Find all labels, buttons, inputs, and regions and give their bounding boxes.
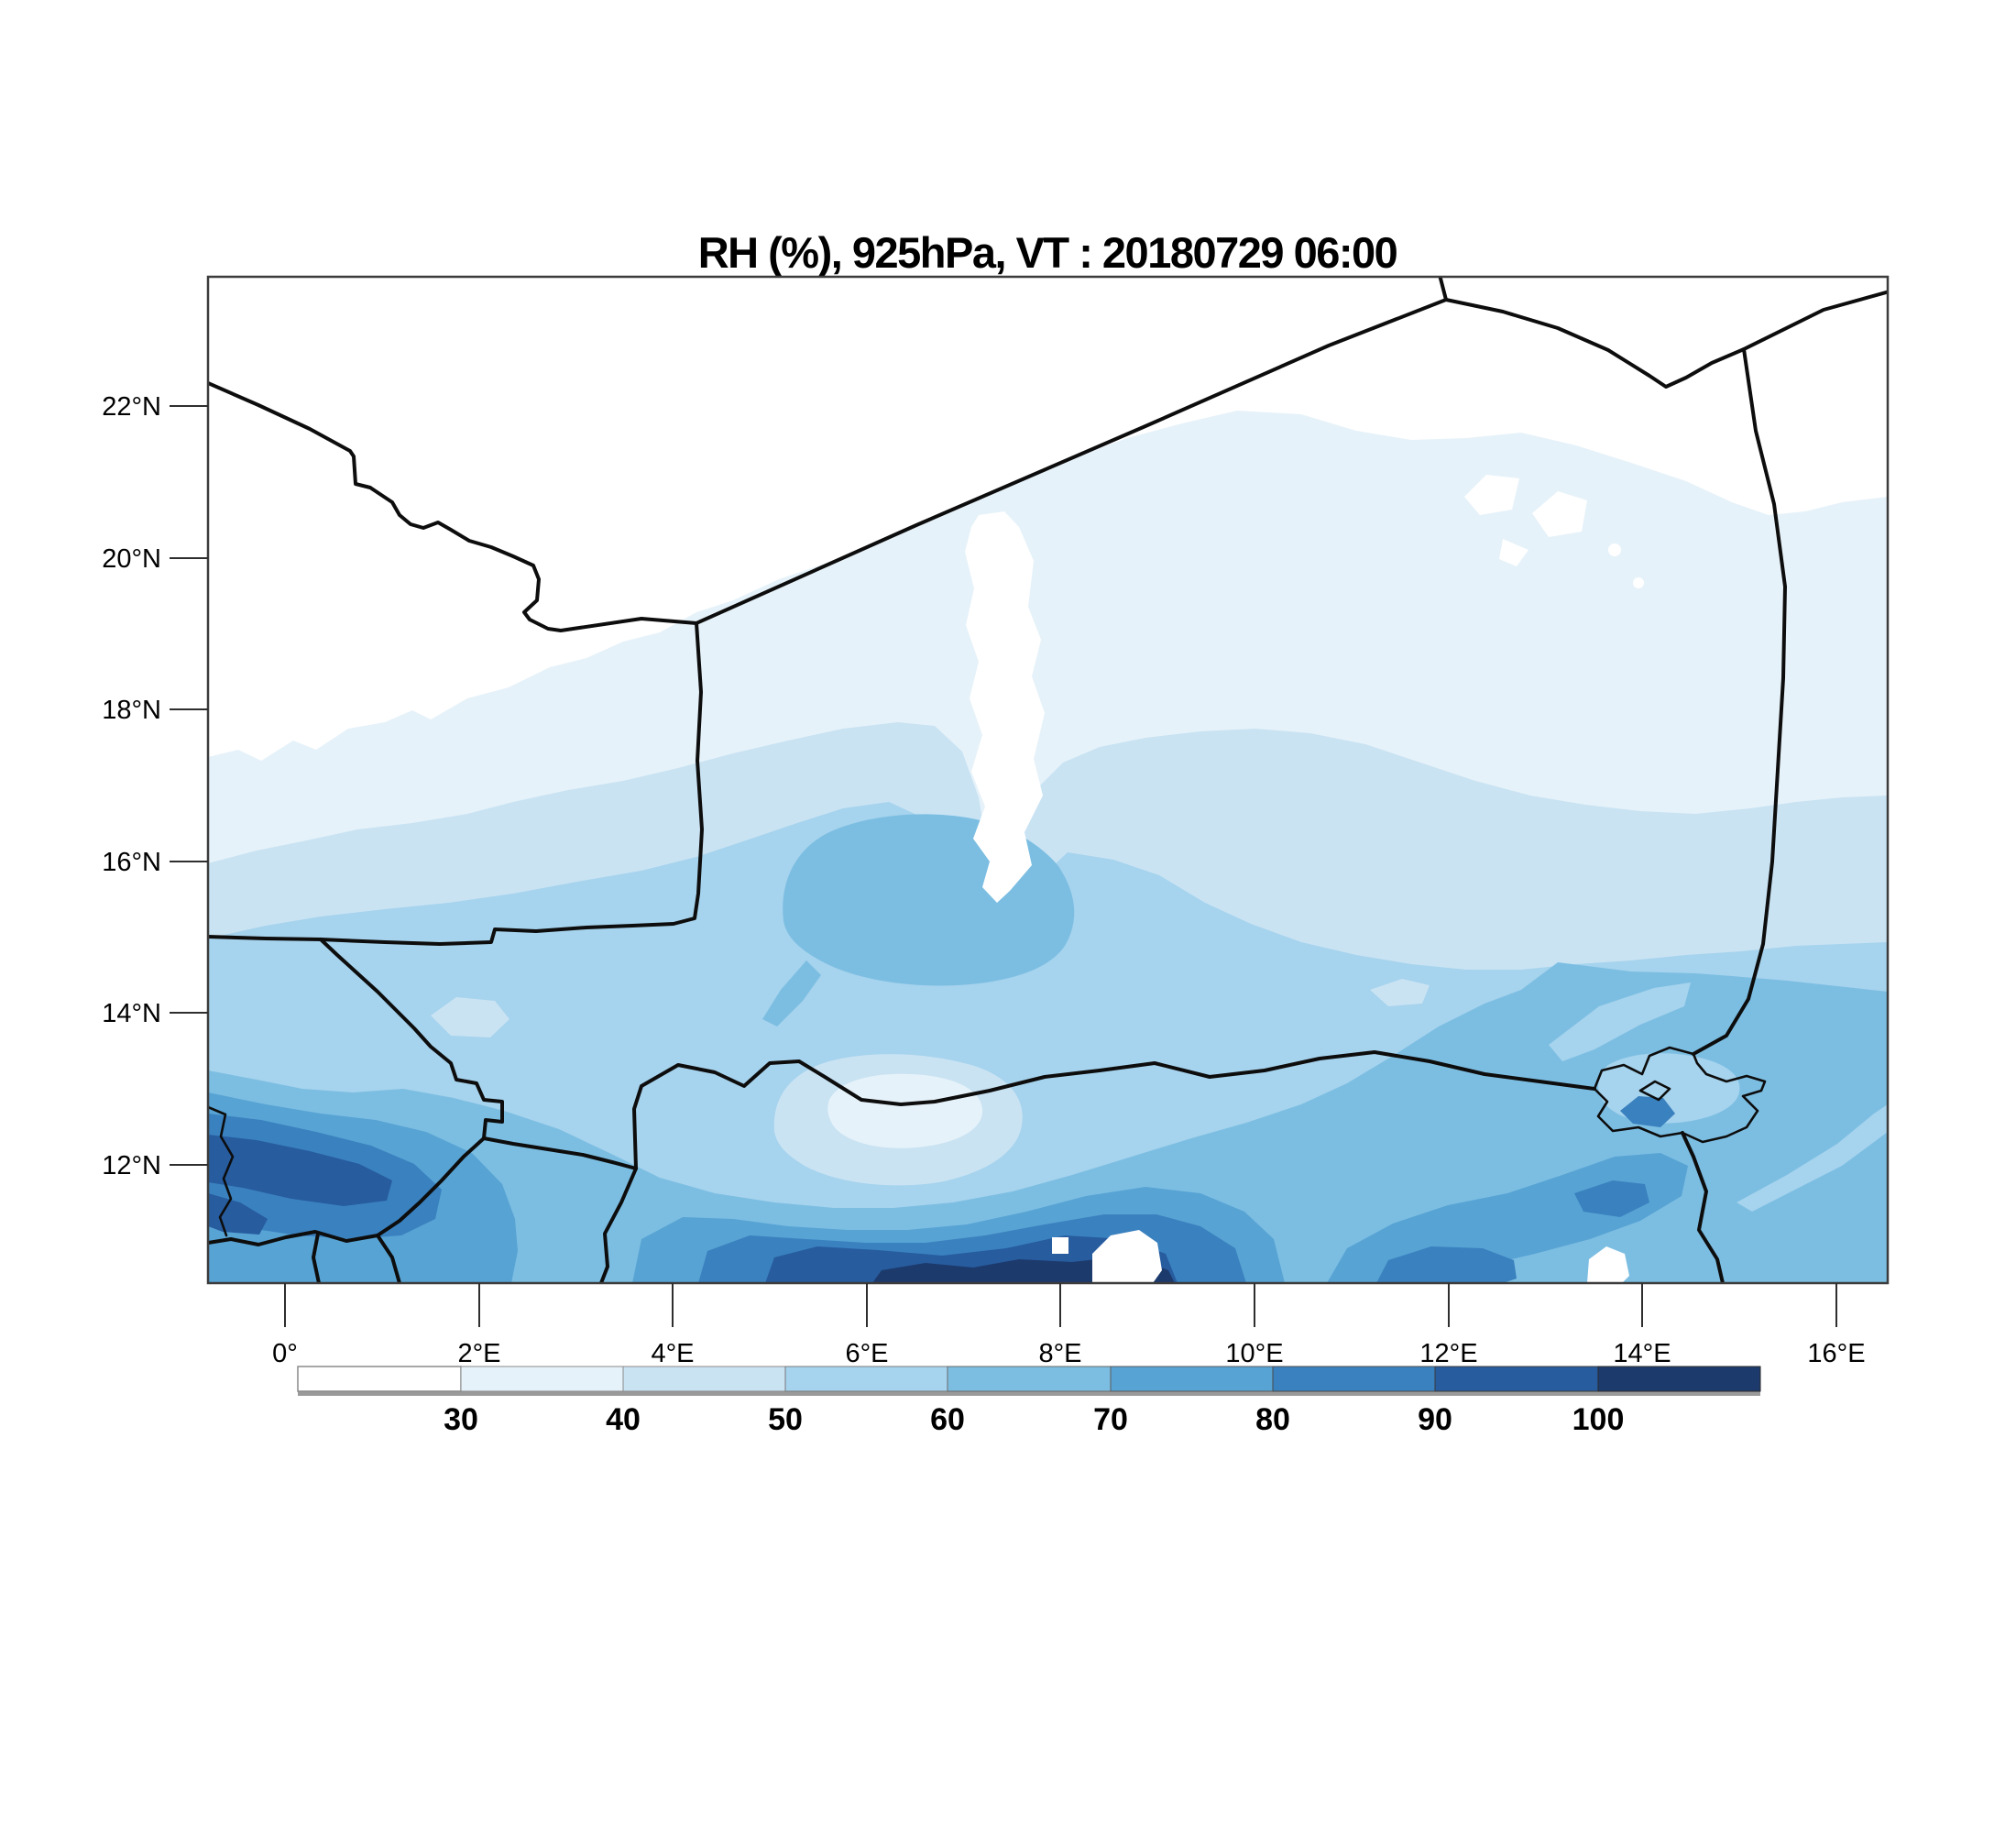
- x-label-2e: 2°E: [457, 1339, 500, 1368]
- border-ghana-togo: [312, 1232, 321, 1283]
- white-island-ne3: [1499, 539, 1528, 566]
- colorbar-seg-70-80: [1110, 1366, 1274, 1392]
- y-label-20n: 20°N: [102, 544, 161, 574]
- colorbar-label-60: 60: [930, 1402, 965, 1437]
- colorbar-seg-30-40: [460, 1366, 624, 1392]
- colorbar-label-30: 30: [444, 1402, 478, 1437]
- border-algeria-mali: [208, 381, 698, 632]
- colorbar-seg-90-100: [1434, 1366, 1599, 1392]
- colorbar-seg-60-70: [947, 1366, 1112, 1392]
- contour-region-ge80-lake: [1620, 1096, 1675, 1127]
- border-west-edge-detail: [208, 1105, 235, 1237]
- white-island-ne1: [1464, 475, 1519, 515]
- x-label-6e: 6°E: [845, 1339, 888, 1368]
- border-burkina-benin: [376, 1136, 486, 1237]
- colorbar-label-80: 80: [1255, 1402, 1290, 1437]
- border-libya-chad: [1742, 290, 1888, 351]
- border-burkina-ghana-togo: [208, 1230, 379, 1246]
- border-algeria-niger: [695, 298, 1448, 625]
- colorbar-label-90: 90: [1418, 1402, 1452, 1437]
- white-island-dot1: [1608, 543, 1621, 556]
- border-togo-benin: [376, 1234, 401, 1283]
- contour-region-central-max-tail: [762, 960, 821, 1026]
- colorbar-label-50: 50: [768, 1402, 803, 1437]
- x-label-0: 0°: [272, 1339, 298, 1368]
- border-niger-chad: [1692, 347, 1787, 1056]
- colorbar-seg-gt100: [1597, 1366, 1761, 1392]
- nodata-cutout-small: [1052, 1237, 1068, 1254]
- colorbar: 30 40 50 60 70 80 90 100: [297, 1366, 1761, 1437]
- colorbar-label-100: 100: [1572, 1402, 1625, 1437]
- x-label-8e: 8°E: [1038, 1339, 1081, 1368]
- contour-region-ge90-west1: [208, 1135, 392, 1206]
- y-label-18n: 18°N: [102, 696, 161, 725]
- x-label-10e: 10°E: [1225, 1339, 1283, 1368]
- map-frame: [206, 275, 1890, 1285]
- contour-patch-west-light: [431, 997, 509, 1037]
- contour-hole-30-core: [827, 1073, 983, 1148]
- contour-patch-east-light: [1370, 979, 1430, 1006]
- y-label-14n: 14°N: [102, 999, 161, 1028]
- colorbar-label-40: 40: [606, 1402, 641, 1437]
- white-island-ne2: [1532, 491, 1587, 537]
- colorbar-seg-lt30: [297, 1366, 462, 1392]
- nodata-cutout-south: [1092, 1230, 1162, 1283]
- border-lake-chad-inner: [1638, 1080, 1671, 1102]
- border-algeria-libya: [1438, 277, 1448, 302]
- y-label-16n: 16°N: [102, 848, 161, 877]
- contour-patch-se-streak: [1737, 1104, 1888, 1212]
- nodata-cutout-se: [1587, 1246, 1629, 1283]
- colorbar-label-70: 70: [1093, 1402, 1128, 1437]
- colorbar-shadow: [298, 1390, 1760, 1396]
- y-axis: 22°N 20°N 18°N 16°N 14°N 12°N: [102, 392, 208, 1180]
- contour-region-ge80-se: [1376, 1246, 1517, 1283]
- contour-patch-nw-of-lake: [1549, 982, 1691, 1061]
- x-axis: 0° 2°E 4°E 6°E 8°E 10°E 12°E 14°E 16°E: [272, 1283, 1866, 1368]
- border-niger-nigeria: [632, 1050, 1596, 1170]
- white-tongue-north: [965, 511, 1045, 903]
- border-benin-nigeria: [599, 1167, 638, 1283]
- x-label-4e: 4°E: [651, 1339, 694, 1368]
- colorbar-seg-80-90: [1272, 1366, 1436, 1392]
- x-label-12e: 12°E: [1419, 1339, 1477, 1368]
- y-label-22n: 22°N: [102, 392, 161, 422]
- x-label-16e: 16°E: [1807, 1339, 1865, 1368]
- contour-fill-layers: [208, 277, 1888, 1283]
- colorbar-seg-50-60: [784, 1366, 948, 1392]
- border-burkina-niger: [319, 938, 504, 1140]
- border-libya-niger: [1444, 298, 1746, 389]
- x-label-14e: 14°E: [1613, 1339, 1671, 1368]
- country-borders: [208, 277, 1888, 1283]
- colorbar-seg-40-50: [622, 1366, 786, 1392]
- border-niger-benin: [482, 1136, 638, 1170]
- contour-region-ge80-se2: [1574, 1180, 1649, 1217]
- border-mali-niger-burkina: [208, 621, 704, 946]
- y-label-12n: 12°N: [102, 1151, 161, 1180]
- border-nigeria-chad-cameroon: [1681, 1131, 1725, 1283]
- white-island-dot2: [1633, 577, 1644, 588]
- page-title: RH (%), 925hPa, VT : 20180729 06:00: [698, 228, 1397, 277]
